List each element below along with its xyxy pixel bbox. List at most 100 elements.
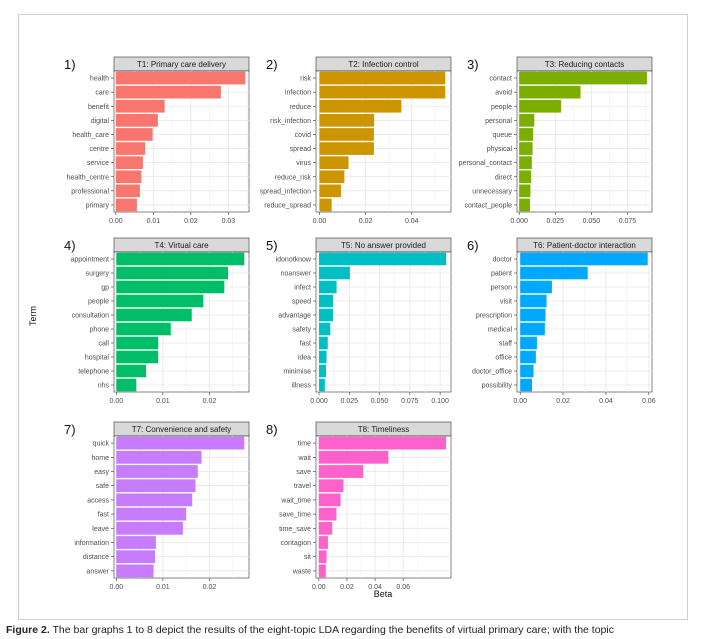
figure-caption: Figure 2. The bar graphs 1 to 8 depict t… [6,624,706,639]
bar-idea [319,350,327,364]
y-tick-label: unnecessary [472,188,512,195]
bar-reduce_spread [319,198,332,212]
x-tick-label: 0.04 [599,398,613,405]
bar-virus [319,156,349,169]
y-tick-label: travel [294,483,312,490]
bar-minimise [319,364,327,378]
panel-title: T8: Timeliness [358,425,410,434]
y-tick-label: health_centre [67,174,110,181]
x-tick-label: 0.02 [203,398,217,405]
x-tick-label: 0.00 [313,218,327,225]
y-tick-label: fast [300,341,311,348]
bar-service [115,156,143,169]
y-tick-label: consultation [72,313,109,320]
bar-time [318,436,447,450]
bar-doctor [520,252,648,266]
bar-benefit [115,99,165,113]
y-tick-label: covid [295,132,311,139]
y-tick-label: contagion [281,540,311,547]
panel-title: T2: Infection control [348,60,418,69]
panel-2: 2) T2: Infection control 0.00 0.02 0.04 risk i… [260,56,452,225]
panel-title: T3: Reducing contacts [545,60,625,69]
panel-4: 4) T4: Virtual care 0.00 0.01 0.02 appointmen… [64,237,250,405]
panel-title: T1: Primary care delivery [137,60,226,69]
x-tick-label: 0.02 [359,218,373,225]
y-tick-label: risk_infection [270,118,311,125]
bar-infection [319,85,446,99]
x-tick-label: 0.00 [109,218,123,225]
bar-idonotknow [319,252,447,266]
panel-number: 2) [266,57,278,72]
x-tick-label: 0.100 [431,398,449,405]
y-tick-label: people [491,104,512,111]
panel-number: 1) [64,57,76,72]
y-tick-label: call [98,341,109,348]
bar-appointment [116,252,245,266]
y-tick-label: possibility [482,383,513,390]
x-tick-label: 0.00 [110,584,124,591]
y-tick-label: home [91,455,109,462]
y-tick-label: contact_people [465,202,513,209]
y-tick-label: personal [485,118,512,125]
y-tick-label: advantage [278,313,311,320]
x-tick-label: 0.04 [368,584,382,591]
y-tick-label: time_save [279,526,311,533]
y-tick-label: access [87,497,109,504]
x-tick-label: 0.00 [312,584,326,591]
bar-home [116,450,202,464]
x-tick-label: 0.02 [203,584,217,591]
panel-title: T7: Convenience and safety [132,425,232,434]
y-tick-label: reduce_risk [275,174,312,181]
bar-consultation [116,308,192,322]
y-tick-label: safety [292,327,311,334]
y-tick-label: digital [91,118,110,125]
bar-contagion [318,536,328,549]
bar-people [519,99,562,113]
x-tick-label: 0.03 [222,218,236,225]
y-tick-label: personal_contact [459,160,512,167]
bar-telephone [116,364,147,378]
bar-centre [115,142,146,155]
bar-fast [319,336,328,350]
y-tick-label: fast [98,512,109,519]
bar-office [520,350,536,364]
y-tick-label: gp [101,285,109,292]
bar-spread_infection [319,184,341,198]
bar-gp [116,280,225,294]
y-tick-label: reduce [290,104,312,111]
y-tick-label: save [296,469,311,476]
bar-visit [520,294,547,308]
y-tick-label: benefit [88,104,109,111]
y-tick-label: patient [491,271,512,278]
bar-save [318,465,364,478]
x-tick-label: 0.04 [405,218,419,225]
x-tick-label: 0.000 [310,398,328,405]
bar-illness [319,378,325,392]
bar-travel [318,479,344,493]
x-tick-label: 0.02 [340,584,354,591]
panel-title: T6: Patient-doctor interaction [533,241,636,250]
x-tick-label: 0.01 [156,398,170,405]
y-tick-label: nhs [98,383,110,390]
y-tick-label: idea [298,355,311,362]
y-tick-label: distance [83,554,109,561]
y-tick-label: wait [298,455,312,462]
plot-area [516,70,653,213]
y-tick-label: spread [290,146,312,153]
bar-care [115,85,221,99]
bar-health_centre [115,170,142,184]
bar-information [116,536,156,549]
bar-safety [319,322,331,336]
x-tick-label: 0.075 [619,218,637,225]
panel-title: T4: Virtual care [154,241,209,250]
y-tick-label: sit [304,554,311,561]
x-tick-label: 0.00 [513,398,527,405]
y-tick-label: telephone [78,369,109,376]
bar-unnecessary [519,184,531,198]
y-tick-label: illness [292,383,312,390]
y-axis-title: Term [28,306,38,326]
y-tick-label: spread_infection [260,188,311,195]
bar-answer [116,564,154,578]
bar-phone [116,322,171,336]
bar-safe [116,479,196,493]
